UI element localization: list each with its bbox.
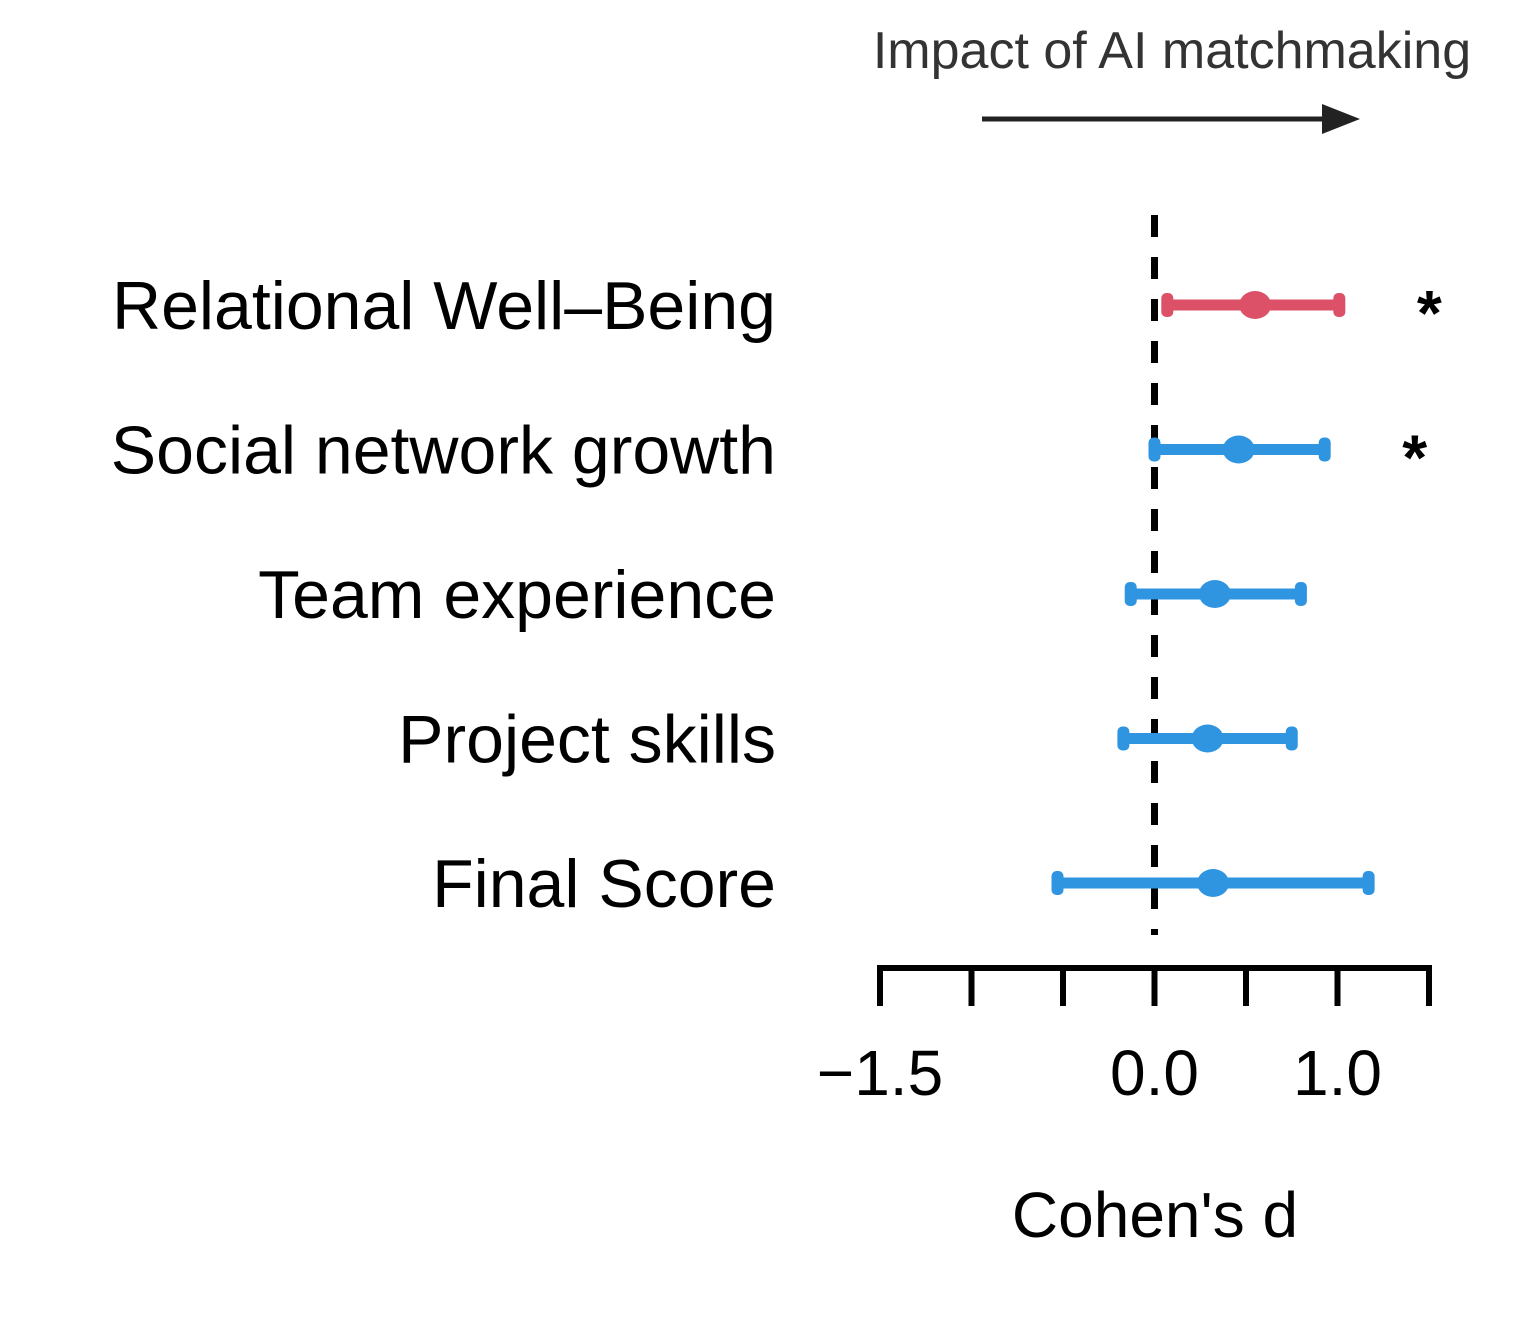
ci-cap-lower bbox=[1124, 582, 1137, 606]
ci-cap-lower bbox=[1161, 293, 1174, 317]
x-tick-label: −1.5 bbox=[817, 1037, 943, 1109]
ci-cap-lower bbox=[1117, 726, 1130, 751]
significance-marker: * bbox=[1402, 422, 1427, 494]
point-estimate bbox=[1198, 580, 1231, 608]
row-label: Team experience bbox=[258, 557, 776, 633]
point-estimate bbox=[1239, 291, 1272, 319]
row-label: Project skills bbox=[398, 702, 776, 778]
row-label: Relational Well–Being bbox=[112, 268, 776, 344]
ci-cap-upper bbox=[1362, 871, 1375, 895]
arrow-right-icon bbox=[982, 104, 1360, 134]
point-estimate bbox=[1197, 869, 1230, 897]
x-tick-label: 0.0 bbox=[1110, 1037, 1199, 1109]
ci-cap-upper bbox=[1333, 293, 1346, 317]
ci-cap-lower bbox=[1051, 871, 1064, 895]
point-estimate bbox=[1191, 724, 1224, 753]
row-label: Social network growth bbox=[111, 413, 776, 489]
annotation-text: Impact of AI matchmaking bbox=[873, 22, 1471, 80]
x-axis-label: Cohen's d bbox=[1012, 1179, 1298, 1251]
ci-cap-upper bbox=[1285, 726, 1298, 751]
significance-marker: * bbox=[1417, 277, 1442, 349]
point-estimate bbox=[1222, 435, 1255, 464]
ci-cap-upper bbox=[1294, 582, 1307, 606]
ci-cap-upper bbox=[1318, 437, 1331, 462]
ci-cap-lower bbox=[1148, 437, 1161, 462]
x-tick-label: 1.0 bbox=[1293, 1037, 1382, 1109]
row-label: Final Score bbox=[432, 846, 776, 922]
